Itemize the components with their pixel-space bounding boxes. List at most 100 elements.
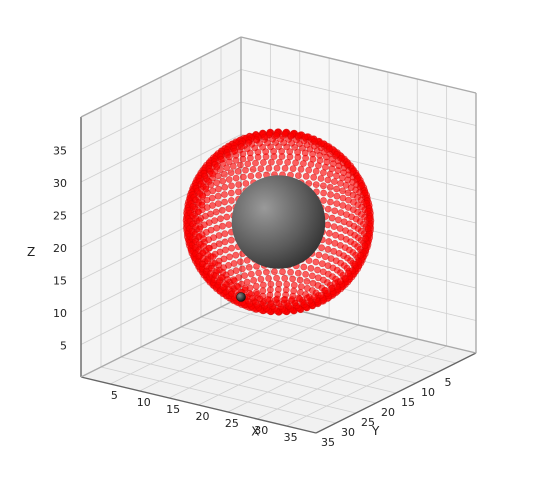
data-point — [333, 200, 341, 207]
data-point — [239, 173, 247, 181]
grid-line-y — [200, 316, 437, 374]
data-point — [296, 295, 304, 303]
data-point — [237, 143, 245, 151]
data-point — [245, 263, 253, 271]
z-tick-label: 20 — [53, 242, 67, 255]
data-point — [320, 197, 327, 204]
data-point — [330, 223, 338, 230]
data-point — [364, 225, 372, 233]
data-point — [362, 199, 370, 207]
z-tick-label: 15 — [53, 275, 67, 288]
data-point — [361, 242, 369, 250]
data-point — [224, 151, 232, 159]
grid-line-z — [80, 69, 242, 150]
data-point — [300, 263, 308, 271]
data-point — [279, 268, 286, 276]
data-point — [297, 283, 305, 290]
data-point — [220, 170, 228, 178]
data-point — [325, 229, 333, 237]
data-point — [294, 172, 302, 179]
data-point — [209, 253, 217, 261]
data-point — [305, 166, 313, 174]
x-axis-label: X — [251, 424, 259, 438]
data-point — [288, 296, 296, 303]
grid-line-y — [120, 356, 357, 414]
data-point — [324, 205, 332, 213]
y-axis-line — [315, 352, 477, 434]
data-point — [255, 171, 262, 179]
data-point — [317, 291, 325, 299]
data-point — [330, 178, 338, 185]
data-point — [212, 208, 220, 216]
data-point — [311, 138, 319, 145]
data-point — [296, 276, 304, 284]
data-point — [301, 133, 309, 141]
data-point — [324, 176, 332, 184]
data-point — [287, 268, 294, 276]
data-point — [215, 261, 222, 269]
data-point — [294, 132, 302, 140]
data-point — [202, 185, 210, 193]
data-point — [242, 166, 249, 174]
data-point — [307, 264, 315, 272]
data-point — [232, 174, 240, 182]
data-point — [236, 258, 244, 266]
data-point — [255, 269, 262, 277]
data-point — [289, 165, 297, 173]
data-point — [242, 180, 250, 187]
data-point — [321, 253, 329, 261]
data-point — [344, 269, 352, 277]
y-tick-label: 30 — [341, 426, 355, 439]
data-point — [215, 185, 222, 193]
data-point — [362, 235, 369, 243]
data-point — [337, 179, 344, 187]
data-point — [320, 189, 327, 197]
data-point — [234, 283, 242, 291]
data-point — [303, 294, 311, 302]
data-point — [327, 191, 334, 198]
data-point — [226, 253, 233, 261]
data-point — [332, 151, 340, 158]
grid-line-y — [140, 346, 377, 404]
data-point — [227, 169, 235, 177]
data-point — [228, 244, 235, 252]
data-point — [310, 293, 318, 301]
data-point — [337, 209, 345, 216]
data-point — [281, 130, 289, 138]
data-point — [361, 189, 369, 197]
data-point — [267, 280, 275, 288]
data-point — [281, 274, 289, 282]
data-point — [259, 281, 267, 289]
data-point — [217, 156, 225, 163]
data-point — [289, 275, 296, 283]
data-point — [205, 244, 213, 252]
grid-line-y — [220, 306, 457, 364]
data-point — [219, 177, 227, 185]
data-point — [325, 145, 333, 153]
data-point — [334, 216, 342, 224]
data-point — [223, 164, 231, 172]
data-point — [273, 164, 281, 172]
grid-line-z — [240, 69, 477, 126]
data-point — [213, 163, 221, 171]
x-tick-label: 5 — [111, 389, 118, 402]
data-point — [314, 266, 321, 274]
data-point — [225, 176, 233, 183]
data-point — [312, 181, 320, 188]
data-point — [218, 206, 226, 214]
pane-edge — [240, 36, 477, 94]
data-point — [219, 222, 226, 230]
data-point — [331, 207, 339, 215]
inner-sphere — [231, 175, 326, 269]
data-point — [196, 225, 203, 233]
data-point — [230, 277, 238, 285]
z-tick-label: 35 — [53, 145, 67, 158]
data-point — [261, 133, 269, 141]
z-tick-label: 10 — [53, 307, 67, 320]
data-point — [232, 251, 240, 259]
data-point — [200, 235, 207, 243]
data-point — [290, 281, 298, 289]
data-point — [364, 207, 372, 215]
pane-edge — [80, 36, 242, 118]
data-point — [247, 270, 255, 278]
